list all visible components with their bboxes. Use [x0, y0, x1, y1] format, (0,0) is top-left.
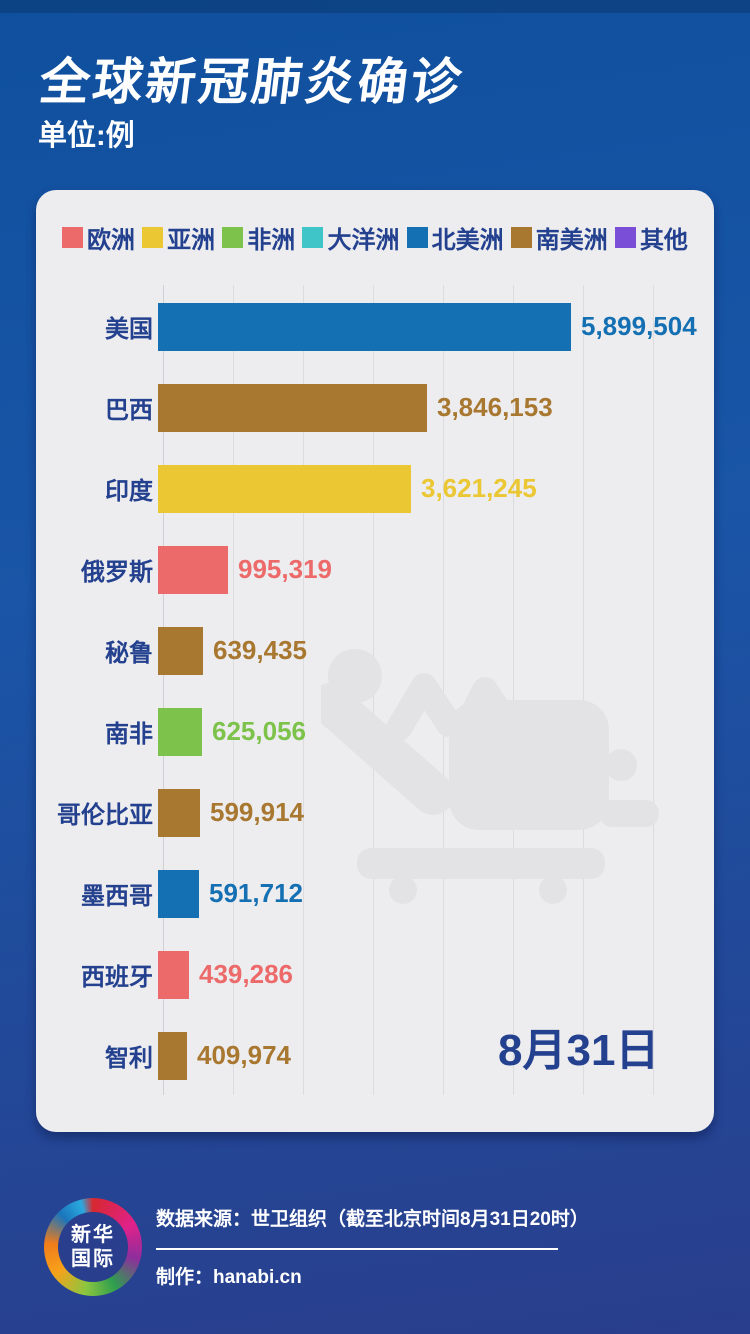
value-label: 3,846,153: [437, 392, 553, 422]
legend-swatch: [302, 227, 324, 248]
country-label: 南非: [105, 721, 153, 748]
value-label: 591,712: [209, 878, 303, 908]
bar: [158, 707, 202, 756]
bar: [158, 464, 411, 513]
legend-label: 北美洲: [431, 227, 504, 254]
unit-label: 单位:例: [38, 120, 135, 152]
gridline: [443, 285, 444, 1095]
country-label: 巴西: [105, 397, 153, 424]
country-label: 俄罗斯: [81, 559, 153, 586]
footer-divider: [156, 1248, 558, 1250]
bar: [158, 1031, 187, 1080]
top-strip: [0, 0, 750, 13]
xinhua-logo-center: 新华 国际: [58, 1212, 128, 1282]
bar-row: 俄罗斯 995,319: [36, 529, 714, 610]
bar: [158, 545, 228, 594]
patient-on-stretcher-icon: [321, 649, 659, 904]
legend-swatch: [510, 227, 532, 248]
gridline: [233, 285, 234, 1095]
value-label: 5,899,504: [581, 311, 697, 341]
legend-item: 欧洲: [62, 220, 135, 255]
country-label: 哥伦比亚: [57, 802, 153, 829]
bar: [158, 626, 203, 675]
bar-row: 秘鲁 639,435: [36, 610, 714, 691]
legend-label: 欧洲: [87, 227, 135, 254]
bar: [158, 302, 571, 351]
bar: [158, 383, 427, 432]
country-label: 美国: [105, 316, 153, 343]
page-title: 全球新冠肺炎确诊: [36, 54, 468, 110]
chart-card: 欧洲 亚洲 非洲 大洋洲 北美洲 南美洲 其他 美国 5,899,504 巴西 …: [36, 190, 714, 1132]
source-label: 数据来源：世卫组织（截至北京时间8月31日20时）: [156, 1209, 589, 1230]
legend-item: 非洲: [222, 220, 295, 255]
country-label: 智利: [105, 1045, 153, 1072]
value-label: 599,914: [210, 797, 304, 827]
bar-row: 智利 409,974: [36, 1015, 714, 1096]
logo-text-line1: 新华: [71, 1224, 115, 1246]
bar-row: 印度 3,621,245: [36, 448, 714, 529]
bar: [158, 869, 199, 918]
country-label: 墨西哥: [81, 883, 153, 910]
value-label: 409,974: [197, 1040, 291, 1070]
legend-label: 大洋洲: [327, 227, 400, 254]
gridline: [303, 285, 304, 1095]
credit-label: 制作：hanabi.cn: [156, 1267, 302, 1288]
country-label: 印度: [105, 478, 153, 505]
gridline: [583, 285, 584, 1095]
legend-label: 亚洲: [167, 227, 216, 254]
gridline: [653, 285, 654, 1095]
value-label: 625,056: [212, 716, 306, 746]
country-label: 秘鲁: [105, 640, 153, 667]
value-label: 995,319: [238, 554, 332, 584]
gridline: [513, 285, 514, 1095]
logo-text-line2: 国际: [71, 1248, 115, 1270]
legend-swatch: [142, 227, 164, 248]
date-label: 8月31日: [498, 1026, 660, 1075]
value-label: 439,286: [199, 959, 293, 989]
legend-label: 非洲: [247, 227, 296, 254]
legend-swatch: [406, 227, 428, 248]
bar-row: 墨西哥 591,712: [36, 853, 714, 934]
bar-rows: 美国 5,899,504 巴西 3,846,153 印度 3,621,245 俄…: [36, 286, 714, 1096]
legend: 欧洲 亚洲 非洲 大洋洲 北美洲 南美洲 其他: [62, 220, 688, 255]
xinhua-logo: 新华 国际: [44, 1198, 142, 1296]
legend-swatch: [62, 227, 83, 248]
bar: [158, 950, 189, 999]
legend-item: 南美洲: [510, 220, 608, 255]
legend-swatch: [614, 227, 636, 248]
legend-item: 北美洲: [406, 220, 504, 255]
gridline: [163, 285, 164, 1095]
legend-label: 其他: [639, 227, 688, 254]
bar-row: 巴西 3,846,153: [36, 367, 714, 448]
country-label: 西班牙: [81, 964, 153, 991]
value-label: 3,621,245: [421, 473, 537, 503]
bar-row: 西班牙 439,286: [36, 934, 714, 1015]
bar: [158, 788, 200, 837]
legend-label: 南美洲: [535, 227, 608, 254]
legend-item: 其他: [614, 220, 688, 255]
bar-row: 哥伦比亚 599,914: [36, 772, 714, 853]
bar-row: 美国 5,899,504: [36, 286, 714, 367]
legend-swatch: [222, 227, 244, 248]
value-label: 639,435: [213, 635, 307, 665]
legend-item: 大洋洲: [302, 220, 399, 255]
bar-row: 南非 625,056: [36, 691, 714, 772]
legend-item: 亚洲: [142, 220, 215, 255]
